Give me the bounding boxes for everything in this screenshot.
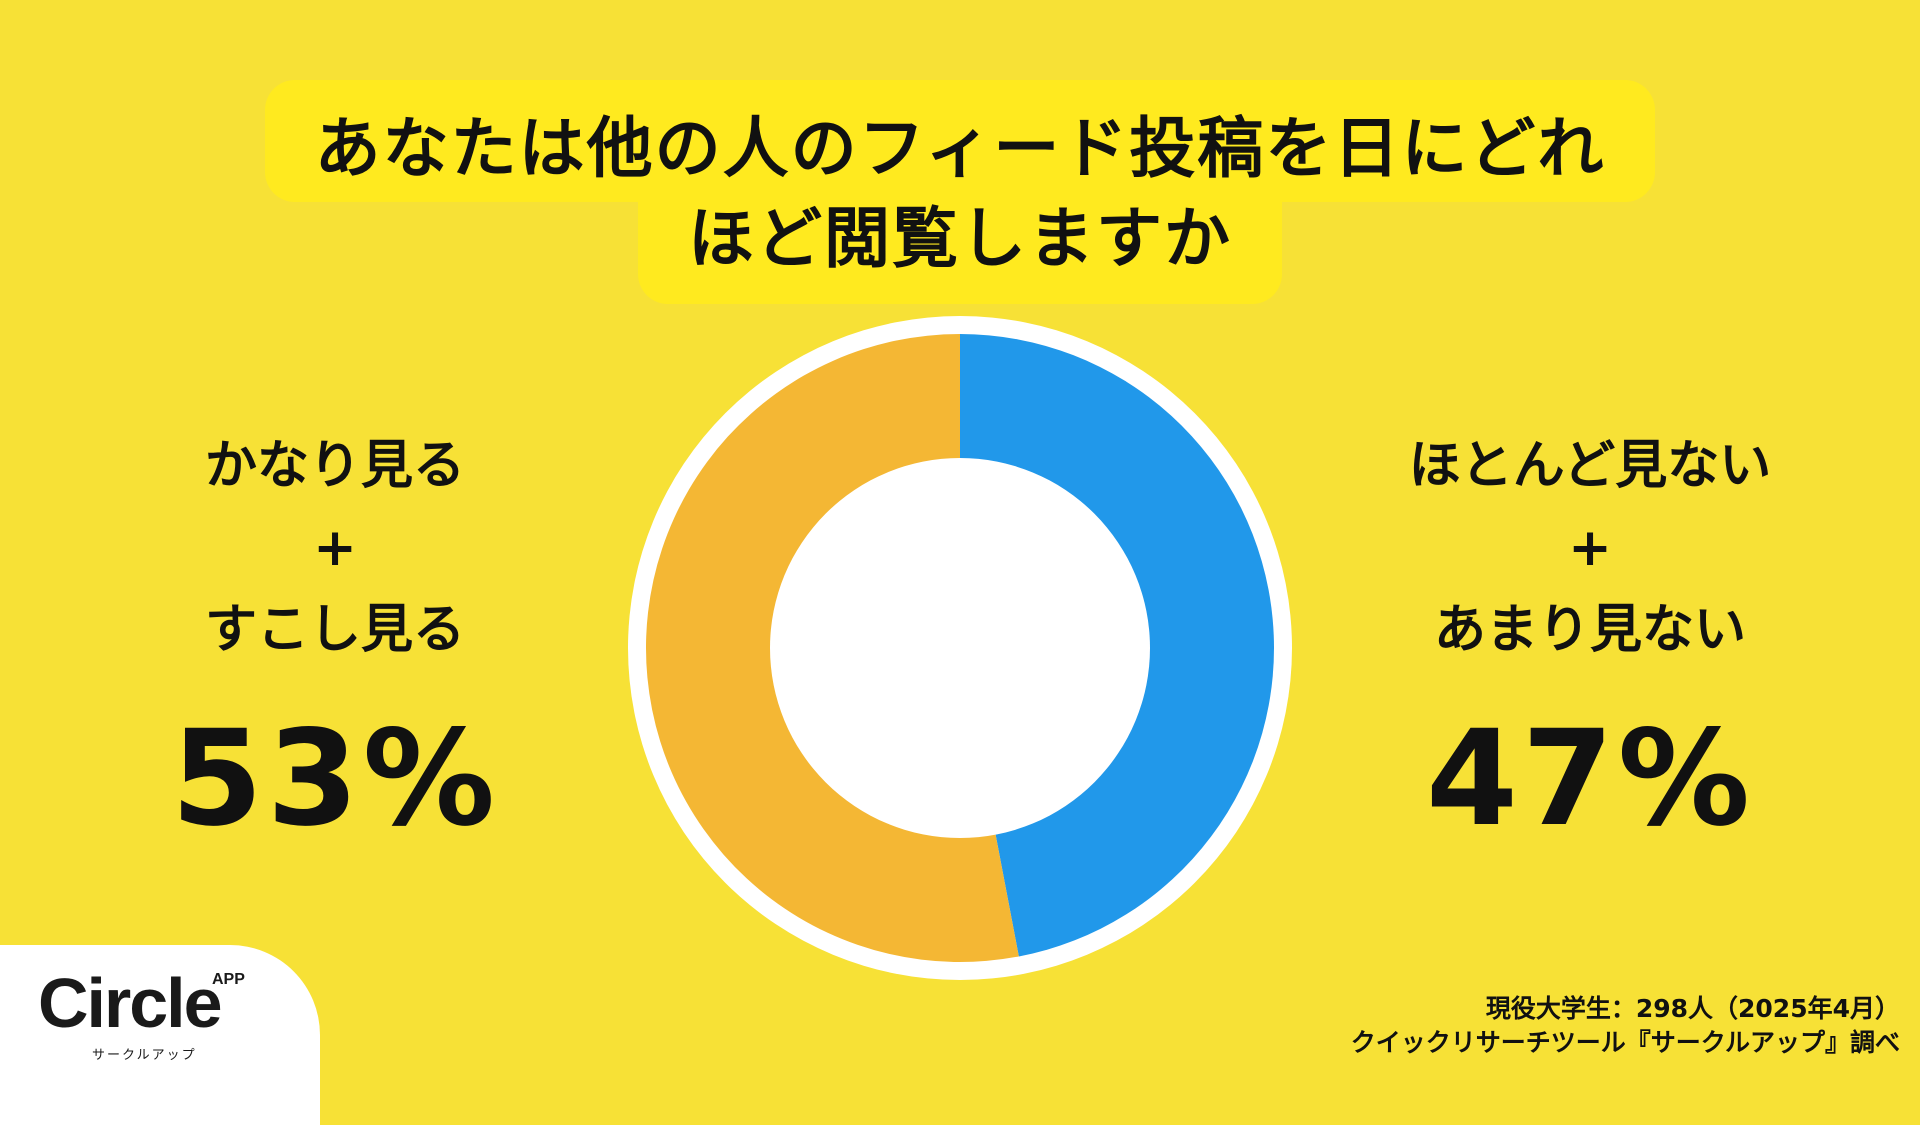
left-label-group: かなり見る + すこし見る 53% (75, 425, 595, 845)
circle-app-logo: Circle (38, 964, 223, 1042)
left-plus-sign: + (313, 518, 357, 578)
footnote-source: クイックリサーチツール『サークルアップ』調べ (1350, 1028, 1900, 1057)
footnote-sample: 現役大学生：298人（2025年4月） (1485, 994, 1900, 1023)
source-footnote: 現役大学生：298人（2025年4月） クイックリサーチツール『サークルアップ』… (1351, 992, 1900, 1060)
left-category-line-2: すこし見る (204, 600, 465, 660)
title-line-1: あなたは他の人のフィード投稿を日にどれ (264, 80, 1656, 202)
right-label-group: ほとんど見ない + あまり見ない 47% (1330, 425, 1850, 845)
donut-chart (628, 316, 1292, 980)
donut-hole (770, 458, 1150, 838)
right-category-line-2: あまり見ない (1433, 600, 1746, 660)
logo-app-badge: APP (212, 971, 245, 988)
right-percent-label: 47% (1426, 702, 1754, 856)
right-plus-sign: + (1568, 518, 1612, 578)
left-category-line-1: かなり見る (204, 436, 465, 496)
chart-title: あなたは他の人のフィード投稿を日にどれ ほど閲覧しますか (0, 80, 1920, 304)
left-percent-label: 53% (171, 702, 499, 856)
logo-subtitle: サークルアップ (92, 1048, 197, 1063)
title-line-2: ほど閲覧しますか (638, 196, 1282, 304)
right-category-line-1: ほとんど見ない (1408, 436, 1772, 496)
